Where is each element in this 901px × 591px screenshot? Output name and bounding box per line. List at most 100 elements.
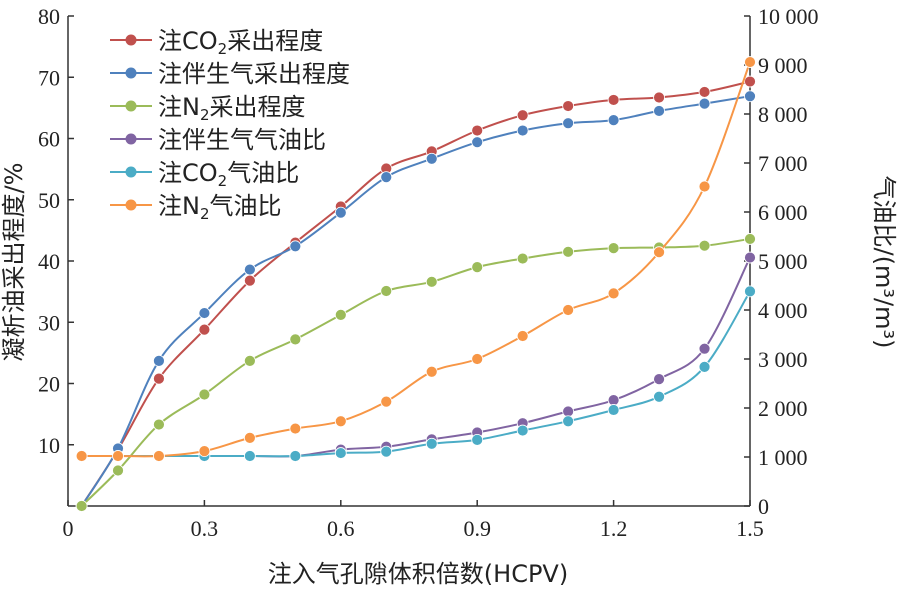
y-right-tick-label: 2 000 (758, 396, 808, 421)
data-point (289, 333, 302, 346)
y-right-tick-label: 6 000 (758, 200, 808, 225)
data-point (243, 450, 256, 462)
data-point (112, 464, 124, 477)
y-right-tick-label: 0 (758, 494, 769, 519)
series-layer (75, 56, 756, 512)
data-point (471, 433, 484, 446)
x-tick-label: 1.2 (600, 516, 628, 541)
data-point (75, 450, 88, 462)
data-point (425, 275, 438, 288)
series-6 (75, 56, 756, 462)
y-right-tick-label: 1 000 (758, 445, 808, 470)
series-6-line (81, 61, 751, 458)
y-left-tick-label: 10 (38, 433, 60, 458)
data-point (698, 180, 711, 193)
data-point (607, 94, 620, 106)
y-left-tick-label: 80 (38, 4, 60, 29)
data-point (698, 86, 711, 98)
legend-item-2: 注伴生气采出程度 (110, 60, 350, 88)
data-point (562, 415, 575, 428)
y-left-tick-label: 20 (38, 372, 60, 397)
data-point (198, 323, 211, 336)
y-right-tick-label: 5 000 (758, 249, 808, 274)
legend-item-3: 注N2采出程度 (110, 93, 306, 124)
data-point (744, 75, 756, 88)
y-axis-right-label: 气油比/(m³/m³) (870, 176, 898, 349)
data-point (698, 97, 711, 110)
data-point (562, 117, 575, 130)
data-point (334, 206, 347, 219)
data-point (243, 263, 256, 276)
data-point (153, 450, 165, 462)
data-point (243, 354, 256, 367)
data-point (425, 365, 438, 378)
data-point (289, 422, 302, 435)
legend-swatch-marker (125, 166, 137, 178)
data-point (744, 56, 756, 68)
legend-swatch-marker (125, 34, 137, 46)
series-1-line (80, 80, 751, 507)
data-point (516, 252, 529, 265)
series-2-line (80, 95, 751, 507)
legend-label: 注N2采出程度 (158, 93, 306, 124)
x-tick-label: 0.9 (463, 516, 491, 541)
data-point (471, 261, 484, 274)
legend-swatch-marker (125, 133, 137, 145)
data-point (698, 342, 711, 355)
data-point (607, 394, 620, 407)
legend-label: 注伴生气气油比 (158, 126, 326, 154)
data-point (744, 233, 756, 245)
data-point (562, 100, 575, 112)
legend-swatch-marker (125, 100, 137, 112)
data-point (698, 239, 711, 252)
series-4-line (81, 257, 751, 458)
series-5 (75, 285, 756, 462)
x-tick-label: 0 (63, 516, 74, 541)
series-3 (75, 233, 756, 512)
data-point (516, 124, 529, 137)
series-5-line (81, 290, 751, 458)
y-left-tick-label: 40 (38, 249, 60, 274)
x-axis-label: 注入气孔隙体积倍数(HCPV) (268, 560, 568, 588)
legend-item-4: 注伴生气气油比 (110, 126, 326, 154)
legend-swatch-marker (125, 199, 137, 211)
y-right-tick-label: 7 000 (758, 151, 808, 176)
data-point (198, 445, 211, 458)
data-point (744, 285, 756, 298)
data-point (75, 500, 88, 512)
legend-item-6: 注N2气油比 (110, 192, 282, 223)
data-point (334, 415, 347, 428)
y-left-tick-label: 60 (38, 127, 60, 152)
legend-item-1: 注CO2采出程度 (110, 27, 323, 58)
data-point (653, 105, 665, 117)
legend-label: 注CO2气油比 (158, 159, 299, 190)
data-point (334, 447, 347, 459)
data-point (112, 450, 124, 462)
data-point (516, 109, 529, 122)
data-point (562, 405, 575, 418)
series-3-line (80, 237, 751, 507)
y-left-tick-label: 50 (38, 188, 60, 213)
y-left-tick-label: 30 (38, 310, 60, 335)
data-point (153, 372, 165, 385)
data-point (243, 274, 256, 287)
legend-item-5: 注CO2气油比 (110, 159, 299, 190)
data-point (653, 373, 665, 385)
data-point (562, 304, 575, 316)
data-point (425, 152, 438, 165)
data-point (607, 287, 620, 300)
y-right-tick-label: 10 000 (758, 4, 819, 29)
data-point (425, 437, 438, 450)
data-point (744, 90, 756, 103)
legend-label: 注伴生气采出程度 (158, 60, 350, 88)
data-point (153, 354, 165, 367)
data-point (380, 395, 393, 408)
x-tick-label: 1.5 (736, 516, 764, 541)
data-point (562, 245, 575, 258)
data-point (471, 353, 484, 365)
data-point (653, 246, 665, 259)
legend-label: 注CO2采出程度 (158, 27, 323, 58)
data-point (607, 404, 620, 416)
data-point (334, 308, 347, 321)
